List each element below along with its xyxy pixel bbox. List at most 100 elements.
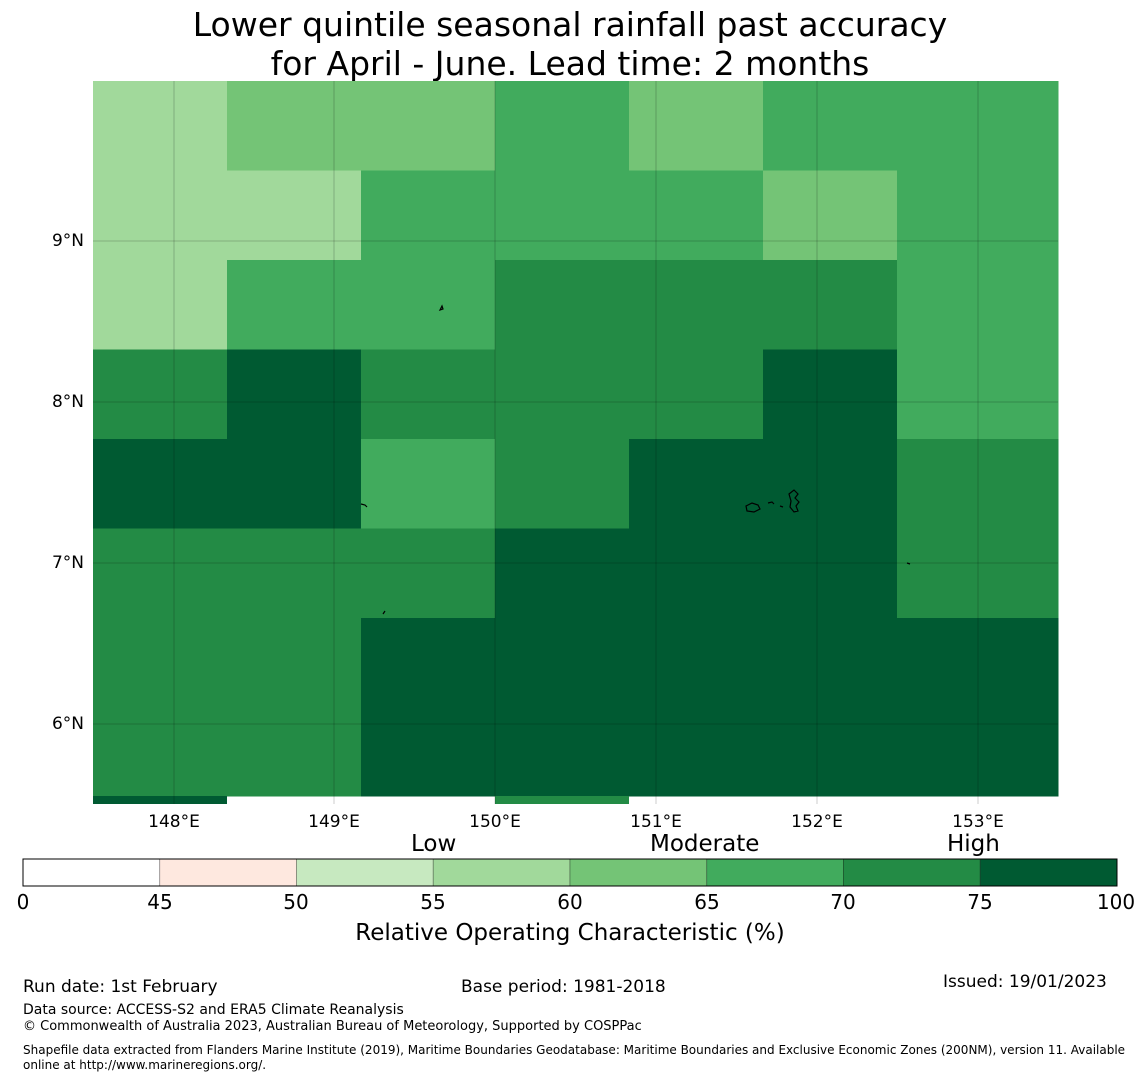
edge-cell — [495, 796, 629, 804]
lon-label-152e: 152°E — [791, 812, 843, 832]
grid-cell — [361, 439, 496, 529]
grid-cell — [763, 260, 898, 350]
grid-cell — [227, 707, 362, 797]
edge-cell — [93, 796, 227, 804]
grid-cell — [361, 170, 496, 261]
grid-cell — [93, 170, 228, 261]
legend-swatch — [296, 858, 434, 887]
grid-cell — [763, 439, 898, 529]
grid-cell — [93, 81, 228, 171]
lat-label-6n: 6°N — [51, 714, 84, 734]
grid-cell — [361, 260, 496, 350]
grid-cell — [763, 81, 898, 171]
grid-cell — [361, 707, 496, 797]
map-title-line2: for April - June. Lead time: 2 months — [270, 44, 870, 83]
legend-tick: 60 — [557, 890, 583, 914]
legend-tick: 65 — [694, 890, 720, 914]
legend-colorbar — [22, 858, 1118, 887]
grid-cell — [495, 618, 630, 708]
graticule — [93, 81, 1058, 804]
lat-label-8n: 8°N — [51, 392, 84, 412]
legend-swatch — [706, 858, 844, 887]
grid-cell — [629, 439, 764, 529]
grid-cell — [897, 170, 1059, 261]
legend-tick: 50 — [283, 890, 309, 914]
legend-category-high: High — [947, 831, 1000, 857]
lat-label-7n: 7°N — [51, 553, 84, 573]
lon-label-149e: 149°E — [308, 812, 360, 832]
grid-cell — [897, 528, 1059, 619]
grid-cell — [361, 618, 496, 708]
lat-label-9n: 9°N — [51, 231, 84, 251]
grid-cell — [897, 349, 1059, 440]
lon-label-151e: 151°E — [630, 812, 682, 832]
legend-swatch — [22, 858, 161, 887]
legend-tick: 70 — [830, 890, 856, 914]
grid-cell — [93, 528, 228, 619]
grid-cell — [495, 81, 630, 171]
legend-swatch — [843, 858, 981, 887]
legend-tick: 75 — [967, 890, 993, 914]
grid-cell — [93, 260, 228, 350]
grid-cell — [495, 349, 630, 440]
legend-swatch — [159, 858, 297, 887]
grid-cell — [629, 618, 764, 708]
legend-category-low: Low — [411, 831, 457, 857]
grid-cell — [93, 707, 228, 797]
grid-cell — [629, 81, 764, 171]
shapefile-credit-line1: Shapefile data extracted from Flanders M… — [23, 1043, 1126, 1057]
grid-cell — [495, 170, 630, 261]
grid-cell — [93, 349, 228, 440]
legend-category-moderate: Moderate — [650, 831, 760, 857]
legend-tick: 100 — [1096, 890, 1136, 914]
shapefile-credit-line2: online at http://www.marineregions.org/. — [23, 1058, 267, 1072]
grid-cell — [897, 439, 1059, 529]
grid-cell — [897, 618, 1059, 708]
grid-cell — [763, 349, 898, 440]
grid-cell — [763, 170, 898, 261]
grid-cell — [361, 349, 496, 440]
legend-swatch — [979, 858, 1118, 887]
grid-cell — [763, 618, 898, 708]
island-outlines — [360, 304, 911, 615]
grid-cell — [897, 707, 1059, 797]
run-date: Run date: 1st February — [23, 977, 218, 997]
legend-frame — [22, 858, 1118, 887]
map-title-line1: Lower quintile seasonal rainfall past ac… — [192, 5, 948, 44]
grid-cell — [629, 349, 764, 440]
legend-tick: 0 — [16, 890, 30, 914]
grid-cell — [495, 528, 630, 619]
issued-date: Issued: 19/01/2023 — [943, 972, 1107, 992]
grid-cell — [227, 439, 362, 529]
rainfall-accuracy-grid — [93, 81, 1059, 797]
grid-cell — [227, 81, 362, 171]
legend-tick: 55 — [420, 890, 446, 914]
grid-cell — [495, 260, 630, 350]
grid-cell — [495, 707, 630, 797]
lon-label-148e: 148°E — [148, 812, 200, 832]
grid-cell — [227, 170, 362, 261]
legend-swatch — [432, 858, 571, 887]
data-source: Data source: ACCESS-S2 and ERA5 Climate … — [23, 1002, 404, 1018]
base-period: Base period: 1981-2018 — [461, 977, 666, 997]
grid-cell — [93, 618, 228, 708]
grid-cell — [629, 170, 764, 261]
grid-cell — [629, 528, 764, 619]
grid-cell — [629, 707, 764, 797]
grid-cell — [763, 707, 898, 797]
grid-cell — [495, 439, 630, 529]
lon-label-150e: 150°E — [469, 812, 521, 832]
legend-tick: 45 — [147, 890, 173, 914]
grid-cell — [227, 349, 362, 440]
grid-cell — [361, 528, 496, 619]
legend-axis-label: Relative Operating Characteristic (%) — [355, 920, 785, 946]
grid-cell — [763, 528, 898, 619]
grid-cell — [897, 81, 1059, 171]
grid-cell — [629, 260, 764, 350]
grid-cell — [897, 260, 1059, 350]
grid-cell — [93, 439, 228, 529]
grid-cell — [227, 618, 362, 708]
grid-cell — [227, 260, 362, 350]
grid-cell — [227, 528, 362, 619]
